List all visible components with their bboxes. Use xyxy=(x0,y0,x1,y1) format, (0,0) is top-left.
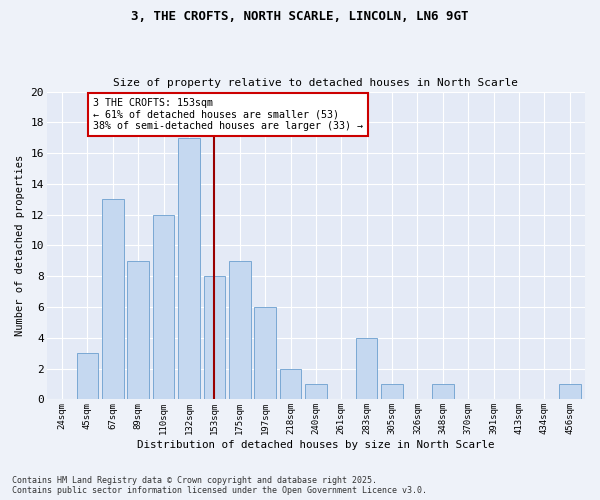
Text: 3, THE CROFTS, NORTH SCARLE, LINCOLN, LN6 9GT: 3, THE CROFTS, NORTH SCARLE, LINCOLN, LN… xyxy=(131,10,469,23)
Bar xyxy=(305,384,327,400)
Text: Contains HM Land Registry data © Crown copyright and database right 2025.
Contai: Contains HM Land Registry data © Crown c… xyxy=(12,476,427,495)
Bar xyxy=(102,200,124,400)
Text: 3 THE CROFTS: 153sqm
← 61% of detached houses are smaller (53)
38% of semi-detac: 3 THE CROFTS: 153sqm ← 61% of detached h… xyxy=(92,98,362,131)
Title: Size of property relative to detached houses in North Scarle: Size of property relative to detached ho… xyxy=(113,78,518,88)
Bar xyxy=(178,138,200,400)
Bar xyxy=(77,353,98,400)
Y-axis label: Number of detached properties: Number of detached properties xyxy=(15,155,25,336)
Bar xyxy=(432,384,454,400)
Bar xyxy=(203,276,225,400)
Bar xyxy=(559,384,581,400)
Bar xyxy=(254,307,276,400)
Bar xyxy=(280,368,301,400)
Bar xyxy=(127,261,149,400)
Bar xyxy=(153,214,175,400)
Bar xyxy=(381,384,403,400)
Bar xyxy=(356,338,377,400)
Bar xyxy=(229,261,251,400)
X-axis label: Distribution of detached houses by size in North Scarle: Distribution of detached houses by size … xyxy=(137,440,494,450)
